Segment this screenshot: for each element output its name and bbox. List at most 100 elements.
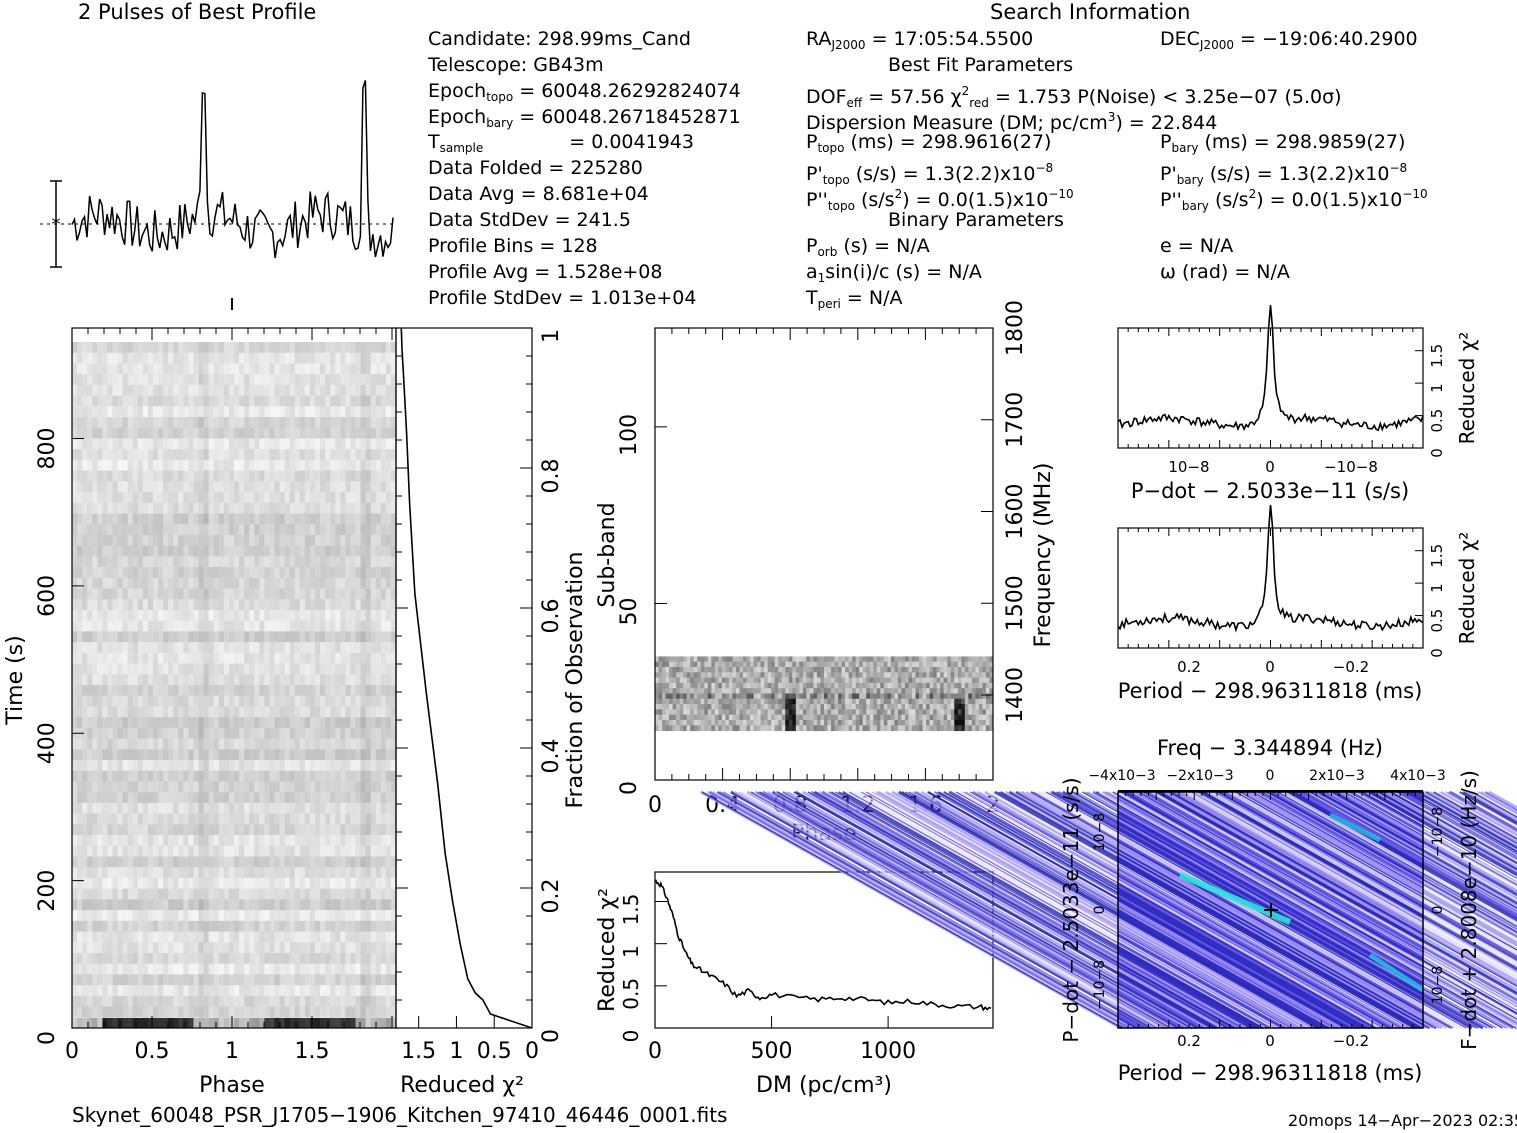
heat-cell — [72, 534, 78, 547]
heat-cell — [345, 417, 351, 429]
heat-cell — [249, 802, 255, 815]
heat-cell — [806, 682, 811, 689]
heat-cell — [289, 620, 296, 632]
heat-cell — [234, 577, 240, 590]
heat-cell — [380, 492, 387, 504]
heat-cell — [198, 545, 205, 557]
heat-cell — [658, 672, 663, 679]
heat-cell — [795, 682, 800, 689]
heat-cell — [304, 352, 311, 364]
heat-cell — [208, 856, 215, 868]
heat-cell — [325, 395, 331, 407]
heat-cell — [658, 677, 663, 684]
heat-cell — [198, 363, 205, 375]
heat-cell — [827, 688, 832, 694]
heat-cell — [102, 738, 108, 750]
heat-cell — [208, 534, 215, 547]
heat-cell — [370, 813, 377, 825]
heat-cell — [274, 577, 281, 590]
heat-cell — [183, 577, 189, 590]
heat-cell — [183, 910, 189, 922]
heat-cell — [112, 813, 119, 825]
heat-cell — [294, 1018, 301, 1028]
heat-cell — [107, 406, 113, 418]
heat-cell — [193, 920, 200, 933]
heat-cell — [370, 727, 377, 740]
heat-cell — [912, 656, 917, 663]
heat-cell — [178, 792, 184, 804]
heat-cell — [147, 717, 154, 729]
heat-cell — [97, 942, 103, 954]
heat-cell — [304, 427, 311, 439]
heat-cell — [203, 802, 210, 815]
heat-cell — [894, 672, 899, 679]
heat-cell — [385, 374, 392, 386]
heat-cell — [137, 363, 144, 375]
heat-cell — [142, 867, 149, 879]
heat-cell — [335, 749, 341, 761]
heat-cell — [208, 727, 215, 740]
heat-cell — [183, 481, 189, 493]
heat-cell — [827, 682, 832, 689]
heat-cell — [728, 688, 733, 694]
heat-cell — [193, 492, 200, 504]
heat-cell — [350, 599, 356, 611]
heat-cell — [218, 599, 225, 611]
heat-cell — [82, 931, 88, 943]
heat-cell — [203, 770, 210, 782]
heat-cell — [117, 524, 124, 536]
heat-cell — [926, 682, 931, 689]
heat-cell — [173, 352, 179, 364]
heat-cell — [203, 374, 210, 386]
heat-cell — [679, 667, 684, 673]
heat-cell — [340, 406, 346, 418]
heat-cell — [132, 417, 139, 429]
heat-cell — [315, 406, 321, 418]
heat-cell — [350, 588, 356, 600]
heat-cell — [218, 867, 225, 879]
heat-cell — [249, 363, 255, 375]
heat-cell — [249, 952, 255, 965]
heat-cell — [370, 706, 377, 718]
heat-cell — [284, 556, 291, 568]
heat-cell — [223, 931, 230, 943]
chi-time-series — [400, 327, 533, 1029]
heat-cell — [269, 995, 275, 1008]
heat-cell — [299, 556, 306, 568]
heat-cell — [757, 661, 762, 668]
heat-cell — [385, 609, 392, 622]
heat-cell — [137, 770, 144, 782]
heat-cell — [112, 652, 119, 665]
heat-cell — [350, 363, 356, 375]
heat-cell — [198, 899, 205, 911]
heat-cell — [360, 652, 367, 665]
heat-cell — [940, 677, 945, 684]
heat-cell — [213, 342, 220, 354]
heat-cell — [82, 556, 88, 568]
data-folded-line: Data Folded = 225280 — [428, 157, 643, 179]
heat-cell — [127, 652, 134, 665]
heat-cell — [239, 513, 245, 525]
heat-cell — [117, 1006, 124, 1018]
heat-cell — [168, 492, 174, 504]
heat-cell — [137, 427, 144, 439]
heat-cell — [97, 609, 103, 622]
heat-cell — [122, 363, 129, 375]
heat-cell — [72, 963, 78, 975]
heat-cell — [132, 599, 139, 611]
heat-cell — [370, 685, 377, 697]
heat-cell — [107, 492, 113, 504]
heat-cell — [274, 910, 281, 922]
heat-cell — [228, 706, 235, 718]
heat-cell — [355, 363, 362, 375]
heat-cell — [838, 667, 843, 673]
heat-cell — [203, 642, 210, 654]
heat-cell — [350, 695, 356, 707]
heat-cell — [890, 667, 895, 673]
heat-cell — [249, 342, 255, 354]
heat-cell — [213, 974, 220, 986]
heat-cell — [147, 556, 154, 568]
heat-cell — [279, 417, 286, 429]
heat-cell — [132, 609, 139, 622]
heat-cell — [218, 363, 225, 375]
